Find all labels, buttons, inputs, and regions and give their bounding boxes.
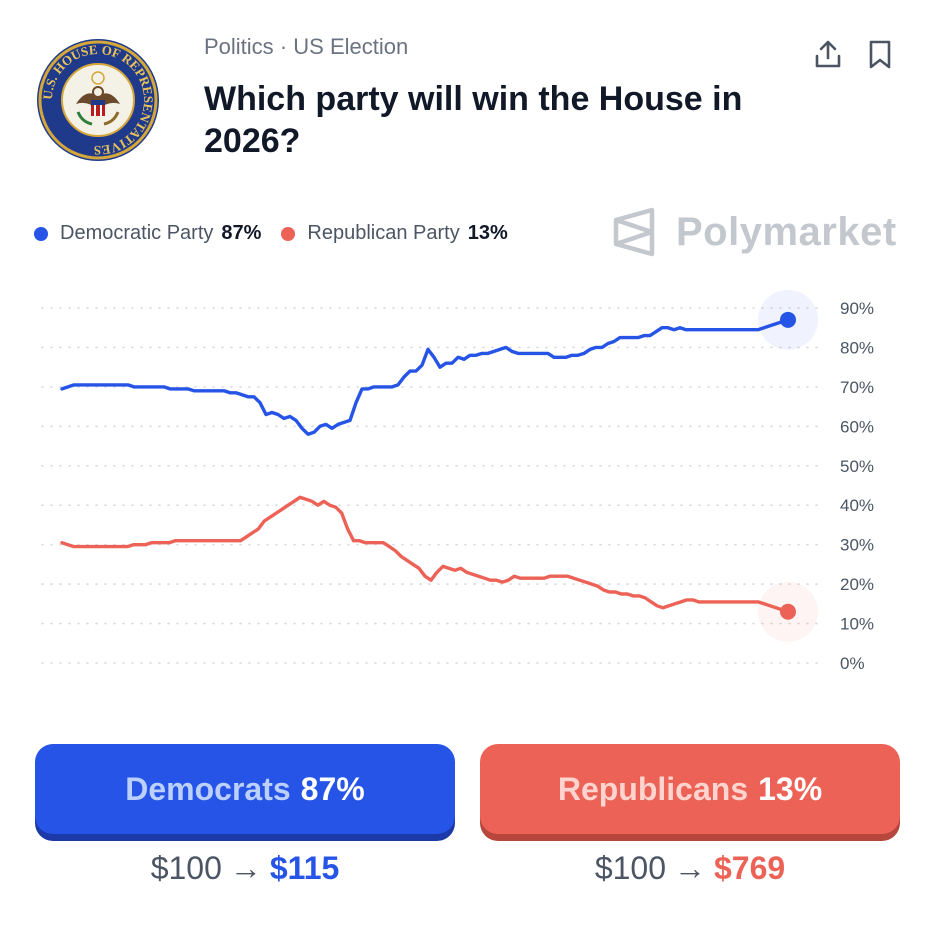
legend-value-democratic: 87% [221,222,262,244]
breadcrumb-separator: · [279,34,288,59]
breadcrumb-subcategory[interactable]: US Election [293,34,409,59]
y-tick-label: 50% [840,457,874,476]
y-tick-label: 0% [840,654,865,673]
payout-republicans: $100 → $769 [480,850,900,887]
y-tick-label: 40% [840,496,874,515]
polymarket-watermark: Polymarket [612,206,897,258]
series-line-republican [60,495,790,614]
y-tick-label: 80% [840,338,874,357]
y-tick-label: 10% [840,615,874,634]
payout-democrats-stake: $100 [150,850,222,886]
payout-republicans-stake: $100 [594,850,666,886]
y-tick-label: 20% [840,575,874,594]
legend-item-republican: Republican Party 13% [281,222,508,245]
payout-republicans-arrow: → [674,850,706,886]
y-tick-label: 60% [840,417,874,436]
payout-democrats: $100 → $115 [35,850,455,887]
share-icon[interactable] [812,38,844,70]
legend-dot-democratic [34,226,48,241]
buy-democrats-label: Democrats [125,770,291,807]
endpoint-dot-republican [780,603,796,620]
y-tick-label: 30% [840,536,874,555]
legend-value-republican: 13% [467,222,508,244]
legend-label-republican: Republican Party [307,222,460,244]
series-line-democratic [60,318,790,436]
probability-chart: 90% 80% 70% 60% 50% 40% 30% 20% 10% 0% [41,289,874,673]
payout-democrats-win: $115 [269,850,340,886]
breadcrumb: Politics · US Election [204,34,408,60]
chart-legend: Democratic Party 87% Republican Party 13… [34,222,528,245]
endpoint-dot-democratic [780,311,796,328]
payout-republicans-win: $769 [714,850,786,886]
breadcrumb-category[interactable]: Politics [204,34,274,59]
polymarket-wordmark: Polymarket [676,209,897,254]
payout-democrats-arrow: → [229,850,262,886]
y-tick-label: 90% [840,299,874,318]
buy-republicans-pct: 13% [758,770,823,807]
buy-republicans-button[interactable]: Republicans 13% [480,744,900,834]
buy-democrats-button[interactable]: Democrats 87% [35,744,455,834]
house-seal-logo: U.S. HOUSE OF REPRESENTATIVES [37,39,159,161]
buy-republicans-label: Republicans [557,770,749,807]
legend-label-democratic: Democratic Party [60,222,214,244]
y-tick-label: 70% [840,378,874,397]
page-title: Which party will win the House in 2026? [204,80,743,160]
polymarket-logo-icon [613,207,655,257]
buy-democrats-pct: 87% [300,770,365,807]
legend-item-democratic: Democratic Party 87% [34,222,261,245]
legend-dot-republican [281,226,296,241]
bookmark-icon[interactable] [864,38,896,70]
